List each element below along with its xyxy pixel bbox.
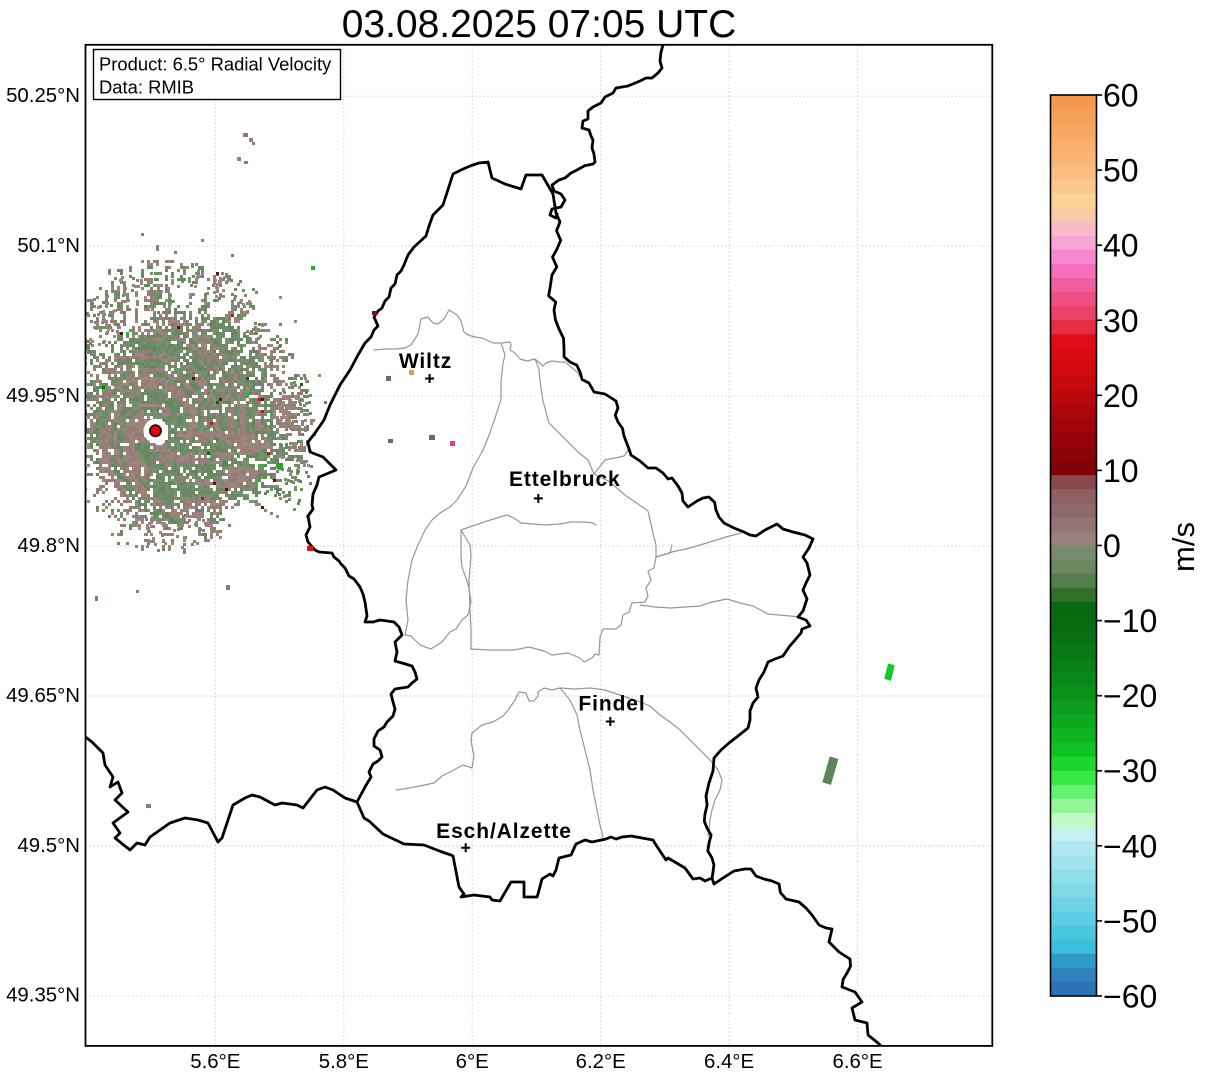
svg-text:5.6°E: 5.6°E: [190, 1051, 240, 1073]
svg-text:10: 10: [1103, 453, 1139, 489]
svg-text:0: 0: [1103, 528, 1121, 564]
svg-text:30: 30: [1103, 303, 1139, 339]
svg-text:6°E: 6°E: [456, 1051, 489, 1073]
svg-text:49.8°N: 49.8°N: [17, 535, 80, 557]
svg-text:Wiltz: Wiltz: [399, 350, 452, 373]
svg-text:−30: −30: [1103, 753, 1157, 789]
svg-text:6.2°E: 6.2°E: [576, 1051, 626, 1073]
svg-text:50: 50: [1103, 153, 1139, 189]
svg-text:6.6°E: 6.6°E: [833, 1051, 883, 1073]
svg-text:Data: RMIB: Data: RMIB: [99, 77, 194, 98]
svg-text:Findel: Findel: [578, 693, 645, 716]
svg-text:−20: −20: [1103, 678, 1157, 714]
svg-text:49.5°N: 49.5°N: [17, 835, 80, 857]
svg-text:m/s: m/s: [1166, 522, 1201, 572]
svg-text:Product: 6.5° Radial Velocity: Product: 6.5° Radial Velocity: [99, 54, 332, 75]
svg-text:6.4°E: 6.4°E: [704, 1051, 754, 1073]
svg-text:−50: −50: [1103, 903, 1157, 939]
svg-text:−40: −40: [1103, 828, 1157, 864]
svg-text:50.1°N: 50.1°N: [17, 235, 80, 257]
svg-text:40: 40: [1103, 228, 1139, 264]
svg-text:49.95°N: 49.95°N: [6, 385, 80, 407]
svg-text:50.25°N: 50.25°N: [6, 85, 80, 107]
svg-text:−60: −60: [1103, 979, 1157, 1015]
svg-text:03.08.2025 07:05 UTC: 03.08.2025 07:05 UTC: [342, 3, 737, 46]
svg-text:Esch/Alzette: Esch/Alzette: [436, 820, 572, 843]
svg-text:60: 60: [1103, 78, 1139, 114]
svg-text:49.35°N: 49.35°N: [6, 985, 80, 1007]
svg-text:−10: −10: [1103, 603, 1157, 639]
svg-text:49.65°N: 49.65°N: [6, 685, 80, 707]
svg-text:20: 20: [1103, 378, 1139, 414]
svg-text:5.8°E: 5.8°E: [319, 1051, 369, 1073]
svg-text:Ettelbruck: Ettelbruck: [509, 468, 621, 491]
